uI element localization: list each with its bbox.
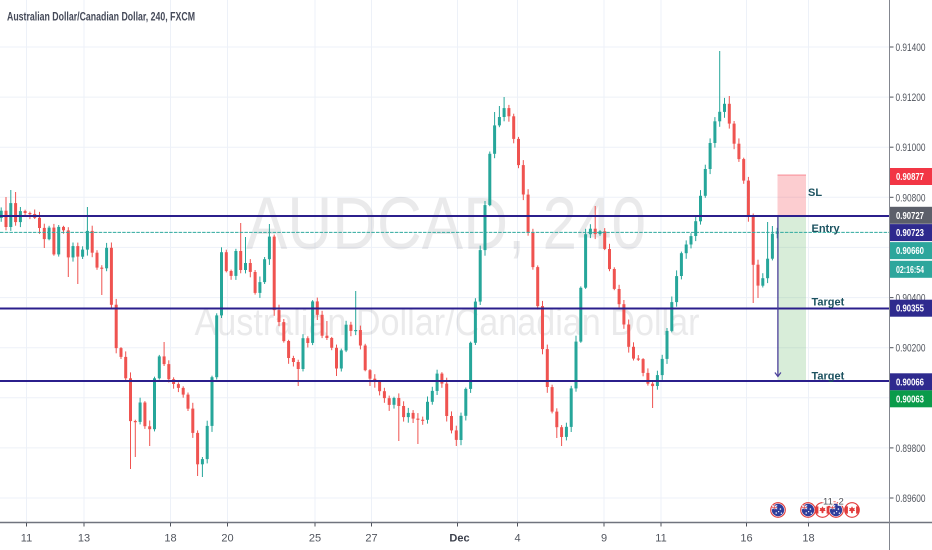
svg-text:Entry: Entry <box>812 223 841 235</box>
svg-text:11: 11 <box>823 497 833 508</box>
svg-text:0.90727: 0.90727 <box>896 210 924 222</box>
svg-text:18: 18 <box>164 533 176 545</box>
svg-text:11: 11 <box>655 533 666 545</box>
svg-text:0.90200: 0.90200 <box>896 343 926 355</box>
svg-text:02:16:54: 02:16:54 <box>896 264 924 276</box>
svg-text:4: 4 <box>514 533 520 545</box>
svg-text:0.90660: 0.90660 <box>896 245 924 257</box>
svg-text:25: 25 <box>309 533 321 545</box>
svg-text:13: 13 <box>78 533 90 545</box>
svg-text:0.91400: 0.91400 <box>896 42 926 54</box>
svg-text:20: 20 <box>221 533 233 545</box>
svg-text:0.90877: 0.90877 <box>896 171 924 183</box>
svg-text:SL: SL <box>808 187 822 199</box>
svg-text:0.91000: 0.91000 <box>896 142 926 154</box>
svg-text:16: 16 <box>740 533 752 545</box>
svg-text:Dec: Dec <box>449 533 469 545</box>
svg-text:9: 9 <box>601 533 607 545</box>
svg-text:Target: Target <box>812 371 845 383</box>
svg-text:0.91200: 0.91200 <box>896 92 926 104</box>
svg-text:27: 27 <box>365 533 377 545</box>
svg-text:0.90723: 0.90723 <box>896 227 924 239</box>
svg-text:Target: Target <box>812 297 845 309</box>
svg-text:11: 11 <box>21 533 32 545</box>
svg-text:18: 18 <box>802 533 814 545</box>
svg-text:0.90063: 0.90063 <box>896 393 924 405</box>
svg-text:0.89800: 0.89800 <box>896 443 926 455</box>
svg-text:-: - <box>833 497 836 508</box>
svg-text:0.89600: 0.89600 <box>896 493 926 505</box>
svg-text:2: 2 <box>839 497 844 508</box>
svg-text:0.90800: 0.90800 <box>896 192 926 204</box>
svg-text:AUDCAD, 240: AUDCAD, 240 <box>246 182 646 265</box>
svg-text:Australian Dollar/Canadian Dol: Australian Dollar/Canadian Dollar, 240, … <box>7 12 195 24</box>
svg-text:0.90066: 0.90066 <box>896 376 924 388</box>
svg-text:0.90355: 0.90355 <box>896 303 924 315</box>
